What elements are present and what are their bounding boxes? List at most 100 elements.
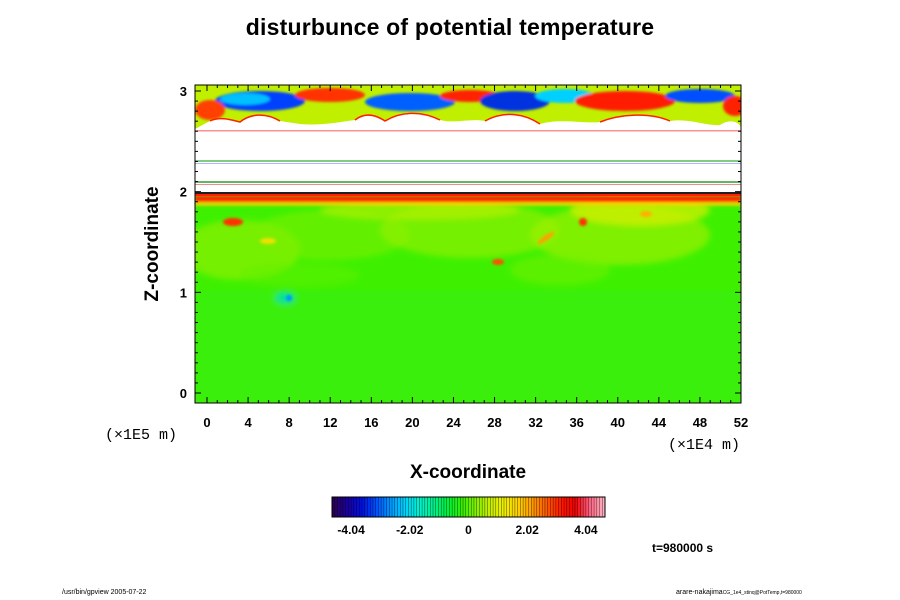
colorbar-cell: [503, 497, 508, 517]
colorbar-cell: [362, 497, 366, 517]
colorbar-cell: [547, 497, 551, 517]
colorbar-cell: [574, 497, 579, 517]
x-tick-label: 52: [734, 415, 748, 430]
colorbar-cell: [463, 497, 467, 517]
colorbar-frame: [331, 496, 606, 518]
footer-right-small: CG_1e4_stinq@PotTemp,t=980000: [722, 590, 802, 596]
colorbar-cell: [501, 497, 505, 517]
colorbar-cell: [386, 497, 390, 517]
colorbar-cell: [433, 497, 437, 517]
colorbar-cell: [539, 497, 543, 517]
colorbar-tick-label: -4.04: [337, 523, 365, 537]
colorbar-cell: [471, 497, 475, 517]
colorbar-cell: [542, 497, 546, 517]
x-tick-label: 12: [323, 415, 337, 430]
x-tick-label: 8: [286, 415, 293, 430]
colorbar-cell: [577, 497, 581, 517]
colorbar-cell: [378, 497, 382, 517]
colorbar-cell: [569, 497, 573, 517]
x-tick-label: 48: [693, 415, 707, 430]
colorbar-cell: [514, 497, 519, 517]
colorbar-cell: [468, 497, 472, 517]
colorbar-cell: [449, 497, 453, 517]
colorbar-cell: [413, 497, 418, 517]
colorbar-cell: [509, 497, 513, 517]
colorbar-cell: [452, 497, 456, 517]
colorbar-cell: [383, 497, 387, 517]
colorbar-cell: [512, 497, 516, 517]
colorbar-cell: [506, 497, 510, 517]
colorbar-cell: [435, 497, 439, 517]
x-tick-label: 24: [446, 415, 461, 430]
colorbar-cell: [536, 497, 540, 517]
colorbar-cell: [558, 497, 562, 517]
colorbar-cell: [591, 497, 595, 517]
colorbar-cell: [381, 497, 385, 517]
y-unit-label: (×1E5 m): [105, 427, 177, 444]
colorbar-cell: [531, 497, 535, 517]
footer-right: arare-nakajimaCG_1e4_stinq@PotTemp,t=980…: [676, 589, 802, 596]
colorbar-cell: [544, 497, 549, 517]
footer-left: /usr/bin/gpview 2005-07-22: [62, 589, 147, 596]
x-tick-label: 44: [652, 415, 667, 430]
colorbar-cell: [416, 497, 420, 517]
colorbar-cell: [370, 497, 374, 517]
colorbar-cell: [550, 497, 554, 517]
colorbar-cell: [479, 497, 483, 517]
colorbar-cell: [351, 497, 355, 517]
colorbar-cell: [602, 497, 606, 517]
colorbar-cell: [490, 497, 494, 517]
colorbar-cell: [523, 497, 527, 517]
colorbar-cell: [517, 497, 521, 517]
colorbar-cell: [534, 497, 538, 517]
colorbar-cell: [473, 497, 478, 517]
colorbar-cell: [454, 497, 458, 517]
colorbar-tick-label: 4.04: [574, 523, 598, 537]
y-tick-label: 2: [180, 185, 187, 200]
y-tick-label: 0: [180, 386, 187, 401]
colorbar-cell: [411, 497, 415, 517]
y-axis-label: Z-coordinate: [142, 186, 163, 301]
colorbar-cell: [402, 497, 407, 517]
colorbar-cell: [332, 497, 336, 517]
x-axis-label: X-coordinate: [410, 462, 526, 483]
colorbar-cell: [405, 497, 409, 517]
heatmap-field: [195, 85, 741, 403]
colorbar-cell: [397, 497, 401, 517]
colorbar-cell: [337, 497, 341, 517]
x-tick-label: 32: [528, 415, 542, 430]
y-axis: 0 1 2 3: [180, 84, 741, 401]
colorbar-cell: [493, 497, 497, 517]
colorbar-cell: [599, 497, 603, 517]
colorbar-cell: [476, 497, 480, 517]
colorbar-cell: [555, 497, 559, 517]
colorbar-cell: [441, 497, 445, 517]
colorbar-cell: [389, 497, 393, 517]
colorbar-cell: [446, 497, 450, 517]
colorbar-cell: [596, 497, 600, 517]
colorbar-cell: [520, 497, 524, 517]
x-tick-label: 4: [244, 415, 252, 430]
colorbar-cell: [580, 497, 584, 517]
colorbar-cell: [424, 497, 428, 517]
colorbar-cell: [487, 497, 491, 517]
colorbar-cell: [572, 497, 576, 517]
y-tick-label: 3: [180, 84, 187, 99]
time-label: t=980000 s: [652, 541, 714, 555]
colorbar-cell: [430, 497, 434, 517]
colorbar-cell: [482, 497, 486, 517]
colorbar-cell: [334, 497, 338, 517]
x-tick-label: 28: [487, 415, 501, 430]
chart-title: disturbunce of potential temperature: [245, 14, 655, 40]
colorbar-cell: [443, 497, 448, 517]
colorbar-cell: [372, 497, 377, 517]
colorbar-cell: [359, 497, 363, 517]
colorbar-cell: [566, 497, 570, 517]
colorbar-cell: [392, 497, 396, 517]
y-tick-label: 1: [180, 285, 187, 300]
colorbar-cell: [342, 497, 347, 517]
colorbar-cell: [408, 497, 412, 517]
plot-frame: [194, 84, 742, 404]
colorbar-cell: [348, 497, 352, 517]
